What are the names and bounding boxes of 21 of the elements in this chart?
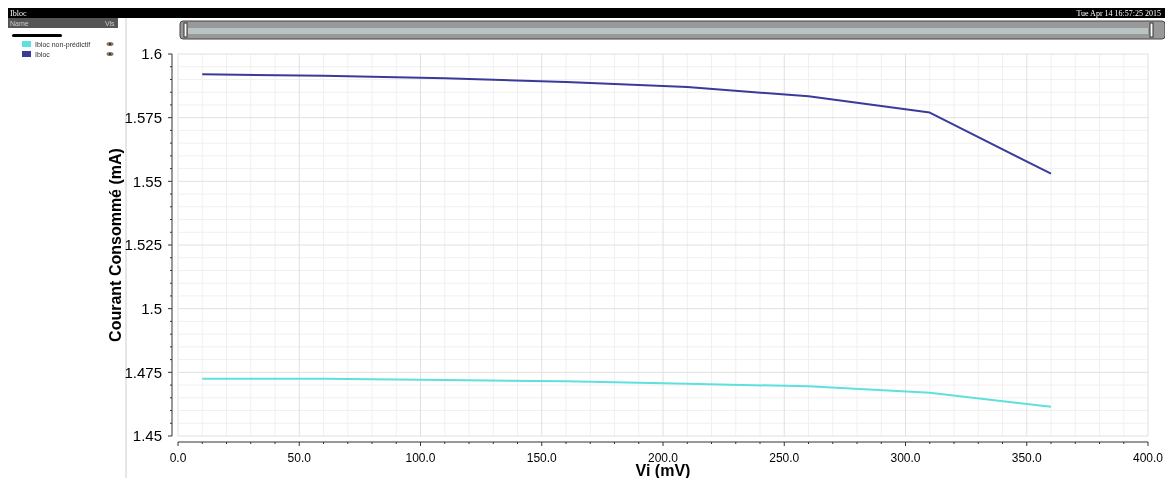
text: Ibloc bbox=[10, 9, 27, 18]
y-tick-label: 1.575 bbox=[124, 108, 162, 126]
x-tick-label: 350.0 bbox=[1011, 451, 1043, 465]
y-axis-title: Courant Consommé (mA) bbox=[107, 148, 124, 342]
line-series bbox=[201, 73, 1052, 175]
x-tick-label: 200.0 bbox=[647, 451, 679, 465]
y-tick-label: 1.5 bbox=[141, 299, 162, 317]
x-tick-label: 50.0 bbox=[287, 451, 312, 465]
y-tick-label: 1.6 bbox=[141, 45, 162, 63]
x-tick-label: 0.0 bbox=[169, 451, 187, 465]
y-tick-label: 1.45 bbox=[132, 427, 162, 445]
x-tick-label: 250.0 bbox=[769, 451, 800, 465]
y-tick-label: 1.55 bbox=[132, 172, 162, 190]
line-series bbox=[201, 377, 1052, 408]
x-tick-label: 300.0 bbox=[890, 451, 921, 465]
y-tick-label: 1.475 bbox=[124, 363, 162, 381]
x-tick-label: 100.0 bbox=[405, 451, 436, 465]
y-tick-label: 1.525 bbox=[124, 236, 162, 254]
text: Tue Apr 14 16:57:25 2015 bbox=[1076, 9, 1161, 18]
x-tick-label: 400.0 bbox=[1132, 451, 1164, 465]
x-tick-label: 150.0 bbox=[526, 451, 558, 465]
